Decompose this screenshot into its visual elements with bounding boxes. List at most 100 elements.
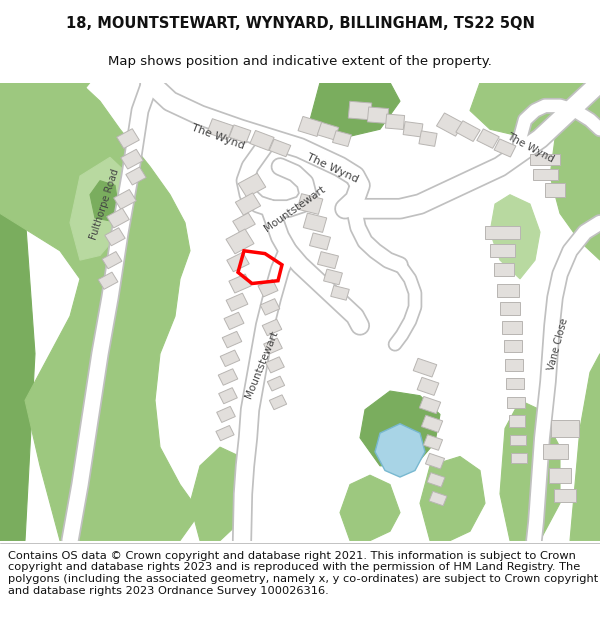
Bar [269, 139, 291, 157]
Bar [218, 388, 238, 404]
Bar [554, 489, 576, 502]
Text: Mountstewart: Mountstewart [263, 184, 328, 234]
Bar [494, 139, 516, 157]
Bar [509, 416, 525, 426]
Bar [121, 149, 143, 169]
Bar [260, 299, 280, 315]
Text: 18, MOUNTSTEWART, WYNYARD, BILLINGHAM, TS22 5QN: 18, MOUNTSTEWART, WYNYARD, BILLINGHAM, T… [65, 16, 535, 31]
Bar [497, 284, 519, 297]
Bar [542, 444, 568, 459]
Bar [348, 101, 372, 120]
Bar [263, 338, 283, 354]
Polygon shape [0, 82, 35, 541]
Polygon shape [310, 82, 400, 139]
Bar [332, 131, 352, 146]
Bar [427, 472, 445, 487]
Polygon shape [570, 354, 600, 541]
Bar [222, 331, 242, 348]
Bar [530, 154, 560, 165]
Bar [511, 453, 527, 464]
Bar [505, 359, 523, 371]
Bar [510, 434, 526, 445]
Bar [266, 357, 284, 373]
Bar [117, 129, 139, 149]
Bar [551, 420, 579, 437]
Bar [317, 122, 339, 140]
Bar [504, 340, 522, 352]
Bar [429, 491, 447, 506]
Bar [269, 395, 287, 409]
Bar [456, 121, 480, 141]
Polygon shape [0, 82, 90, 139]
Bar [218, 369, 238, 385]
Bar [545, 184, 565, 197]
Bar [268, 376, 284, 391]
Polygon shape [340, 475, 400, 541]
Bar [229, 125, 251, 143]
Bar [424, 434, 443, 450]
Bar [250, 131, 274, 151]
Bar [421, 415, 443, 432]
Polygon shape [375, 424, 425, 477]
Bar [226, 229, 254, 254]
Bar [126, 167, 146, 185]
Bar [217, 406, 235, 422]
Text: Map shows position and indicative extent of the property.: Map shows position and indicative extent… [108, 54, 492, 68]
Bar [413, 358, 437, 377]
Polygon shape [70, 158, 130, 260]
Bar [224, 312, 244, 329]
Bar [114, 189, 136, 209]
Bar [98, 272, 118, 289]
Polygon shape [550, 82, 600, 260]
Bar [403, 122, 423, 137]
Bar [507, 397, 525, 408]
Bar [494, 263, 514, 276]
Bar [436, 113, 464, 136]
Bar [490, 244, 515, 258]
Bar [419, 396, 440, 414]
Bar [533, 169, 557, 180]
Polygon shape [420, 456, 485, 541]
Polygon shape [500, 401, 560, 541]
Bar [477, 129, 499, 148]
Text: Contains OS data © Crown copyright and database right 2021. This information is : Contains OS data © Crown copyright and d… [8, 551, 598, 596]
Text: Mountstewart: Mountstewart [244, 329, 280, 400]
Polygon shape [490, 195, 540, 279]
Bar [220, 350, 240, 366]
Polygon shape [190, 447, 250, 541]
Bar [367, 107, 389, 124]
Bar [102, 251, 122, 269]
Bar [216, 426, 234, 441]
Bar [502, 321, 522, 334]
Bar [107, 208, 129, 228]
Bar [549, 468, 571, 482]
Bar [298, 116, 322, 136]
Bar [310, 233, 331, 250]
Bar [258, 279, 278, 297]
Bar [207, 119, 233, 140]
Bar [297, 194, 323, 214]
Bar [235, 193, 260, 215]
Bar [417, 378, 439, 396]
Bar [262, 319, 282, 336]
Bar [317, 252, 338, 269]
Text: The Wynd: The Wynd [505, 131, 556, 164]
Bar [506, 378, 524, 389]
Bar [227, 253, 249, 272]
Polygon shape [470, 82, 600, 139]
Bar [485, 226, 520, 239]
Bar [105, 228, 125, 246]
Text: The Wynd: The Wynd [305, 152, 359, 185]
Bar [229, 274, 251, 293]
Polygon shape [360, 391, 440, 466]
Bar [419, 131, 437, 146]
Text: The Wynd: The Wynd [190, 122, 246, 151]
Polygon shape [90, 181, 118, 221]
Bar [500, 302, 520, 315]
Bar [303, 213, 327, 232]
Bar [425, 453, 445, 469]
Bar [233, 213, 255, 232]
Text: Vane Close: Vane Close [546, 317, 570, 371]
Polygon shape [0, 82, 200, 541]
Bar [226, 293, 248, 311]
